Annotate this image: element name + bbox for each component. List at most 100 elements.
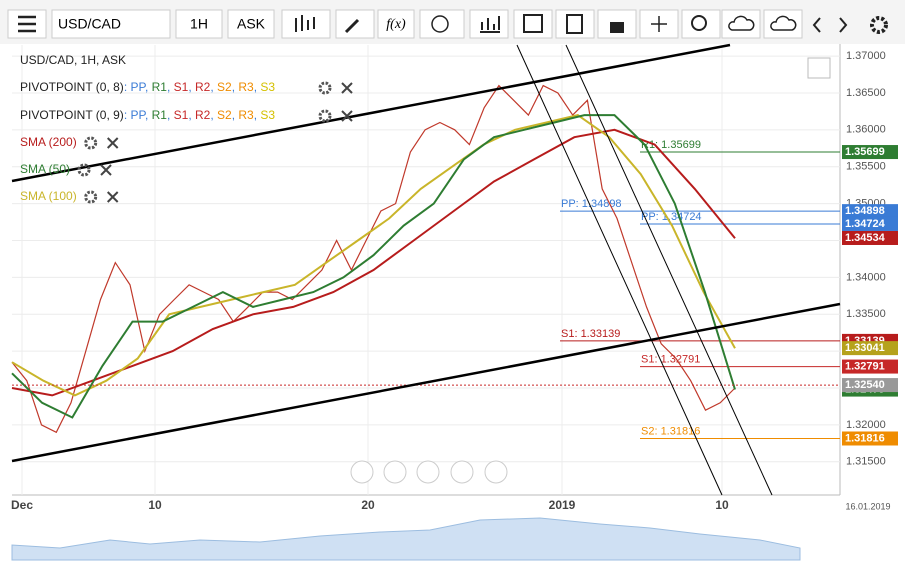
price-tick-label: 1.32000 bbox=[846, 419, 886, 431]
price-tick-label: 1.36000 bbox=[846, 124, 886, 136]
settings-icon[interactable] bbox=[84, 190, 98, 204]
pivot-label: S1: 1.33139 bbox=[561, 328, 620, 340]
channel-line bbox=[516, 44, 723, 496]
menu-icon bbox=[18, 15, 36, 33]
legend-part: , bbox=[254, 80, 261, 94]
popout-button[interactable] bbox=[807, 57, 831, 79]
settings-button[interactable] bbox=[870, 16, 888, 34]
zoom-in[interactable] bbox=[450, 460, 474, 484]
legend-part: PIVOTPOINT (0, 9) bbox=[20, 108, 124, 122]
price-tick-label: 1.33500 bbox=[846, 308, 886, 320]
trend-lines bbox=[11, 43, 841, 496]
pivot-label: PP: 1.34898 bbox=[561, 198, 622, 210]
legend-part: R1 bbox=[152, 108, 168, 122]
fx: f(x) bbox=[386, 17, 406, 32]
price-tag bbox=[842, 145, 898, 160]
pivot-legend: PIVOTPOINT (0, 9): PP, R1, S1, R2, S2, R… bbox=[20, 108, 275, 122]
remove-icon[interactable] bbox=[100, 164, 112, 176]
reset[interactable] bbox=[416, 460, 440, 484]
settings-icon[interactable] bbox=[318, 109, 332, 123]
prev-button[interactable] bbox=[812, 17, 821, 33]
price-tag-label: 1.34724 bbox=[845, 218, 886, 230]
legend-part: , bbox=[167, 80, 174, 94]
pivot-label: S1: 1.32791 bbox=[641, 353, 700, 365]
legend-part: , bbox=[145, 80, 152, 94]
legend-part: R2 bbox=[195, 108, 211, 122]
icon bbox=[728, 15, 755, 31]
symbol: USD/CAD bbox=[58, 16, 121, 32]
icon bbox=[566, 14, 583, 34]
remove-icon[interactable] bbox=[341, 110, 353, 122]
chart-type-button[interactable] bbox=[281, 9, 331, 39]
menu-button[interactable] bbox=[7, 9, 47, 39]
settings-icon[interactable] bbox=[318, 81, 332, 95]
interval-button[interactable] bbox=[175, 9, 223, 39]
legend-part: , bbox=[232, 80, 239, 94]
legend-part: PP bbox=[130, 80, 146, 94]
price-tag bbox=[842, 431, 898, 446]
settings-icon[interactable] bbox=[84, 136, 98, 150]
time-label: 10 bbox=[148, 498, 162, 512]
legend-part: PIVOTPOINT (0, 8) bbox=[20, 80, 124, 94]
pivot-legend: PIVOTPOINT (0, 8): PP, R1, S1, R2, S2, R… bbox=[20, 80, 275, 94]
remove-icon[interactable] bbox=[106, 137, 119, 149]
price-tag bbox=[842, 378, 898, 393]
info-button[interactable] bbox=[419, 9, 465, 39]
price-tag bbox=[842, 341, 898, 356]
channel-line bbox=[565, 44, 773, 496]
pivot-label: PP: 1.34724 bbox=[641, 211, 702, 223]
price-tag-label: 1.33041 bbox=[845, 342, 885, 354]
time-label: 20 bbox=[361, 498, 375, 512]
legend-part: R2 bbox=[195, 80, 211, 94]
price-tag bbox=[842, 204, 898, 219]
price-tag-label: 1.34534 bbox=[845, 232, 886, 244]
scroll-left[interactable] bbox=[350, 460, 374, 484]
price-tag bbox=[842, 216, 898, 231]
download-button[interactable] bbox=[763, 9, 803, 39]
side-button[interactable] bbox=[227, 9, 275, 39]
remove-icon[interactable] bbox=[341, 82, 353, 94]
function-button[interactable] bbox=[377, 9, 415, 39]
legend-part: S2 bbox=[217, 108, 232, 122]
scroll-right[interactable] bbox=[484, 460, 508, 484]
legend-part: , bbox=[254, 108, 261, 122]
legend-part: : bbox=[124, 80, 131, 94]
price-tick-label: 1.34000 bbox=[846, 271, 886, 283]
price-tick-label: 1.36500 bbox=[846, 87, 886, 99]
trend-line bbox=[11, 43, 731, 183]
toolbar: USD/CAD 1H ASK f(x) bbox=[0, 0, 905, 44]
zoom-out[interactable] bbox=[383, 460, 407, 484]
legend-part: S2 bbox=[217, 80, 232, 94]
upload-button[interactable] bbox=[721, 9, 761, 39]
legend-part: , bbox=[167, 108, 174, 122]
price-tick-label: 1.35500 bbox=[846, 161, 886, 173]
time-label: 10 bbox=[715, 498, 729, 512]
icon bbox=[770, 15, 797, 31]
settings-icon[interactable] bbox=[77, 163, 91, 177]
interval: 1H bbox=[190, 16, 208, 32]
legend-part: S3 bbox=[260, 108, 275, 122]
legend-part: S1 bbox=[174, 80, 189, 94]
symbol-input[interactable] bbox=[51, 9, 171, 39]
sma-200 bbox=[11, 128, 736, 397]
icon bbox=[344, 18, 360, 34]
trend-line bbox=[11, 302, 841, 463]
price-line bbox=[11, 84, 736, 434]
sma-legend: SMA (50) bbox=[20, 162, 70, 176]
side: ASK bbox=[237, 16, 266, 32]
legend-part: R3 bbox=[238, 80, 254, 94]
zoom-controls bbox=[350, 460, 508, 484]
icon bbox=[480, 16, 500, 33]
zoom-button[interactable] bbox=[681, 9, 721, 39]
legend-part: : bbox=[124, 108, 131, 122]
legend-part: , bbox=[145, 108, 152, 122]
next-button[interactable] bbox=[839, 17, 848, 33]
remove-icon[interactable] bbox=[106, 191, 119, 203]
price-tag-label: 1.35699 bbox=[845, 146, 885, 158]
legend-part: , bbox=[210, 108, 217, 122]
legend-part: , bbox=[232, 108, 239, 122]
price-tag bbox=[842, 230, 898, 245]
sma-50 bbox=[11, 114, 736, 419]
legend-part: S1 bbox=[174, 108, 189, 122]
